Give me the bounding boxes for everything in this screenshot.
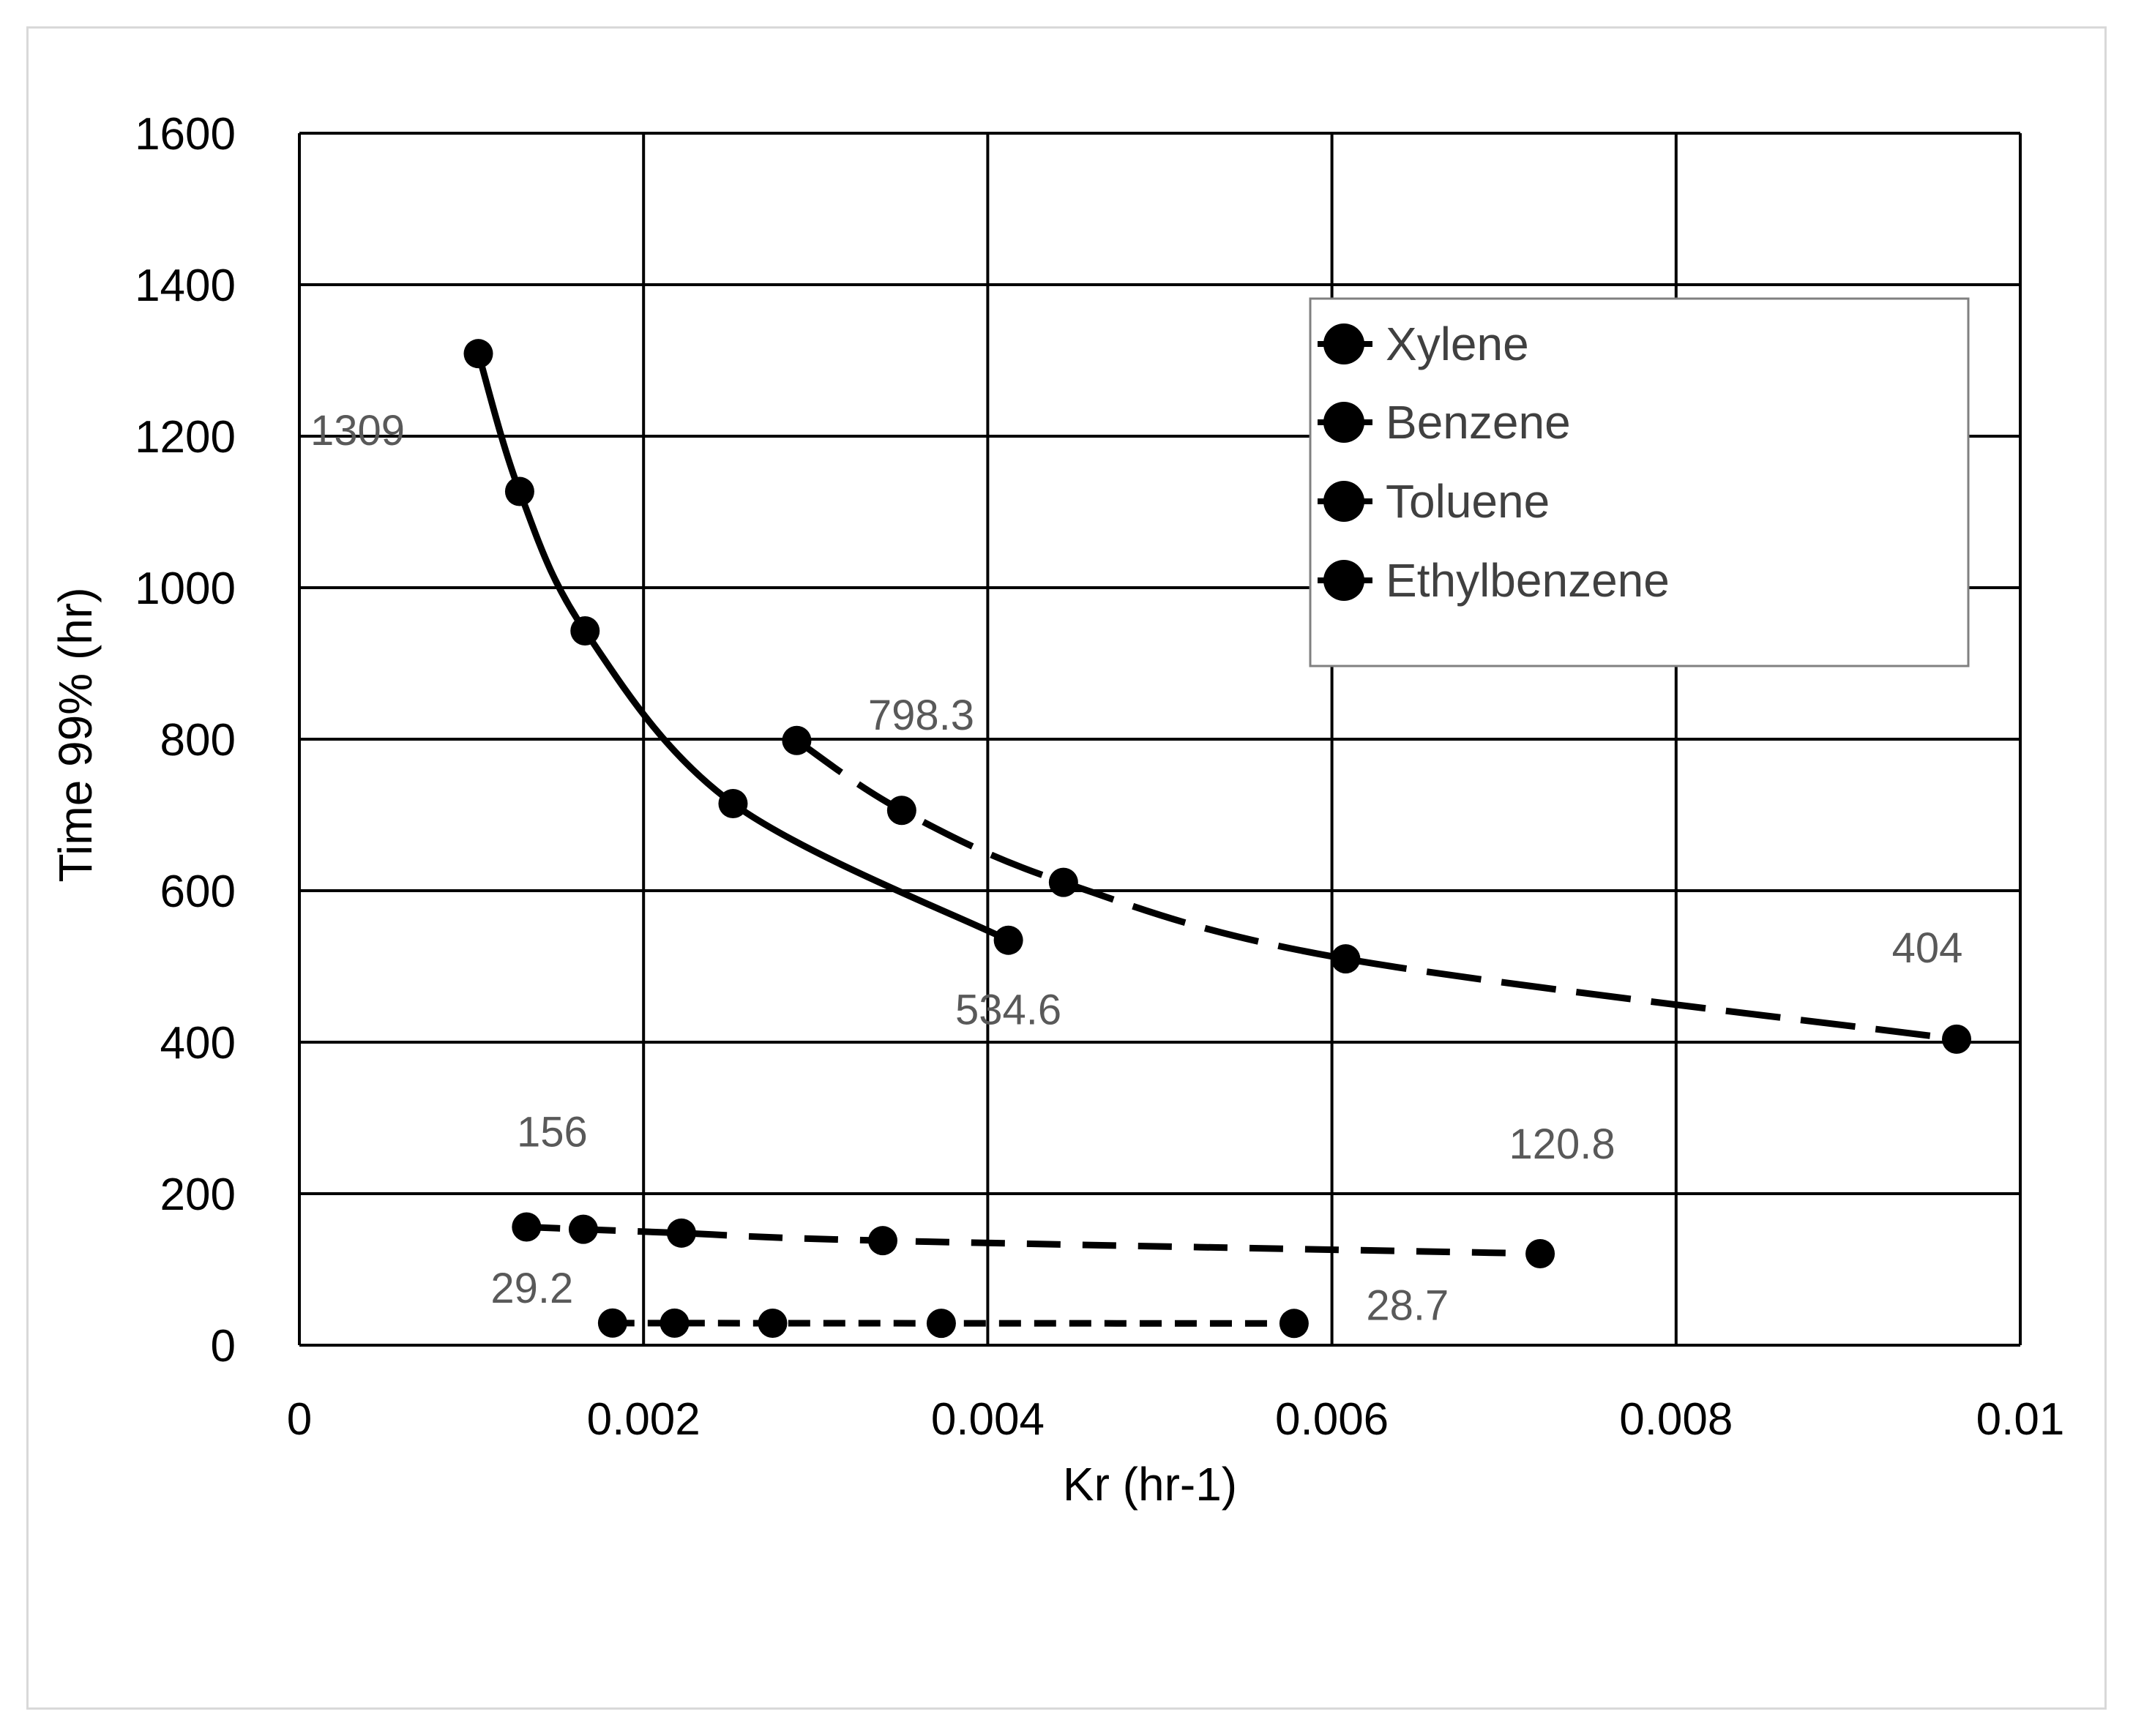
data-point-ethylbenzene bbox=[926, 1309, 956, 1339]
data-label-toluene: 120.8 bbox=[1509, 1120, 1615, 1168]
series-ethylbenzene bbox=[597, 1308, 1309, 1339]
legend-item-benzene: Benzene bbox=[1318, 396, 1571, 449]
y-tick-label: 600 bbox=[160, 867, 236, 917]
data-label-benzene: 404 bbox=[1892, 924, 1963, 972]
data-point-benzene bbox=[886, 796, 916, 826]
data-point-ethylbenzene bbox=[1279, 1309, 1309, 1339]
data-point-xylene bbox=[718, 788, 748, 818]
data-label-benzene: 798.3 bbox=[868, 692, 974, 739]
y-tick-label: 1200 bbox=[135, 412, 236, 463]
y-tick-label: 0 bbox=[211, 1321, 236, 1372]
legend-marker-xylene bbox=[1323, 323, 1364, 364]
y-tick-label: 200 bbox=[160, 1170, 236, 1220]
legend-item-xylene: Xylene bbox=[1318, 318, 1529, 370]
data-point-toluene bbox=[512, 1212, 542, 1242]
legend-box bbox=[1309, 297, 1970, 667]
legend-item-ethylbenzene: Ethylbenzene bbox=[1318, 554, 1670, 607]
y-tick-label: 1600 bbox=[135, 109, 236, 160]
data-point-toluene bbox=[867, 1226, 897, 1256]
x-tick-label: 0 bbox=[287, 1394, 312, 1445]
x-tick-label: 0.002 bbox=[587, 1394, 701, 1445]
series-line-xylene bbox=[475, 352, 1010, 943]
data-point-xylene bbox=[463, 339, 493, 369]
legend-marker-toluene bbox=[1323, 481, 1364, 522]
legend: Xylene Benzene Toluene Ethylbenzene bbox=[1309, 297, 1970, 667]
series-xylene bbox=[463, 339, 1023, 955]
data-label-xylene: 1309 bbox=[310, 407, 405, 454]
series-line-ethylbenzene bbox=[612, 1320, 1294, 1327]
legend-marker-ethylbenzene bbox=[1323, 560, 1364, 601]
series-toluene bbox=[512, 1212, 1555, 1268]
data-point-benzene bbox=[1331, 944, 1361, 974]
x-tick-label: 0.006 bbox=[1275, 1394, 1389, 1445]
data-point-toluene bbox=[666, 1218, 696, 1248]
data-point-toluene bbox=[1525, 1238, 1555, 1268]
legend-label-benzene: Benzene bbox=[1386, 396, 1571, 449]
y-tick-label: 1000 bbox=[135, 564, 236, 614]
tick-labels: 0 200 400 600 800 1000 1200 1400 1600 0 0.002 0.004… bbox=[135, 109, 2064, 1445]
data-point-benzene bbox=[1942, 1024, 1972, 1054]
y-tick-label: 1400 bbox=[135, 261, 236, 311]
data-point-xylene bbox=[993, 925, 1023, 955]
data-point-xylene bbox=[570, 616, 600, 646]
y-tick-label: 400 bbox=[160, 1018, 236, 1069]
x-axis-title: Kr (hr-1) bbox=[1063, 1458, 1237, 1511]
data-point-ethylbenzene bbox=[758, 1308, 788, 1338]
series-benzene bbox=[782, 725, 1972, 1054]
x-tick-label: 0.004 bbox=[931, 1394, 1045, 1445]
legend-item-toluene: Toluene bbox=[1318, 475, 1550, 528]
data-label-ethylbenzene: 29.2 bbox=[490, 1265, 573, 1312]
legend-label-ethylbenzene: Ethylbenzene bbox=[1386, 554, 1670, 607]
data-labels: 1309 534.6 798.3 404 156 120.8 29.2 28.7 bbox=[310, 407, 1962, 1329]
y-tick-label: 800 bbox=[160, 715, 236, 766]
data-label-toluene: 156 bbox=[517, 1109, 588, 1156]
y-axis-title: Time 99% (hr) bbox=[49, 587, 102, 882]
legend-label-toluene: Toluene bbox=[1386, 475, 1550, 528]
legend-label-xylene: Xylene bbox=[1386, 318, 1529, 370]
data-point-benzene bbox=[1048, 867, 1078, 897]
legend-marker-benzene bbox=[1323, 402, 1364, 443]
data-point-toluene bbox=[568, 1214, 598, 1244]
x-tick-label: 0.008 bbox=[1619, 1394, 1733, 1445]
data-point-benzene bbox=[782, 725, 812, 755]
data-point-ethylbenzene bbox=[597, 1308, 627, 1338]
data-point-xylene bbox=[504, 476, 534, 506]
series bbox=[463, 339, 1972, 1339]
x-tick-label: 0.01 bbox=[1976, 1394, 2065, 1445]
data-point-ethylbenzene bbox=[660, 1308, 690, 1338]
data-label-xylene: 534.6 bbox=[955, 987, 1061, 1034]
data-label-ethylbenzene: 28.7 bbox=[1366, 1282, 1449, 1329]
